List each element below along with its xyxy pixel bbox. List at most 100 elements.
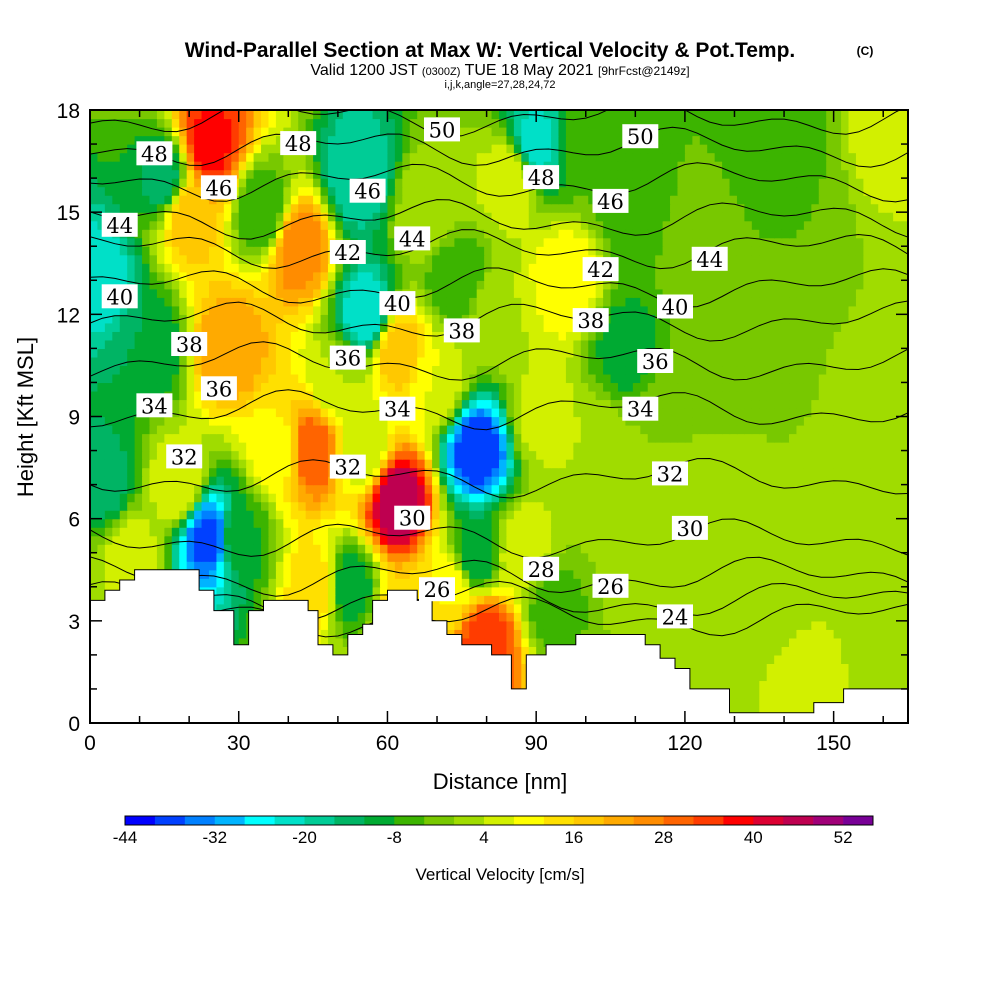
velocity-cell: [506, 629, 515, 639]
velocity-cell: [818, 518, 827, 528]
velocity-cell: [863, 518, 872, 528]
velocity-cell: [454, 433, 463, 443]
velocity-cell: [692, 467, 701, 477]
velocity-cell: [893, 671, 902, 682]
velocity-cell: [112, 407, 121, 418]
velocity-cell: [870, 510, 879, 520]
velocity-cell: [870, 459, 879, 469]
velocity-cell: [402, 348, 411, 358]
velocity-cell: [104, 339, 113, 349]
velocity-cell: [811, 569, 820, 579]
velocity-cell: [261, 535, 270, 545]
velocity-cell: [811, 612, 820, 622]
velocity-cell: [283, 467, 292, 477]
velocity-cell: [469, 476, 478, 486]
velocity-cell: [878, 416, 887, 426]
velocity-cell: [900, 629, 908, 639]
velocity-cell: [841, 552, 850, 562]
velocity-cell: [736, 518, 745, 528]
velocity-cell: [774, 484, 783, 494]
velocity-cell: [781, 467, 790, 477]
velocity-cell: [900, 339, 908, 349]
velocity-cell: [863, 433, 872, 443]
velocity-cell: [647, 373, 656, 384]
velocity-cell: [350, 476, 359, 486]
velocity-cell: [595, 339, 604, 349]
velocity-cell: [848, 433, 857, 443]
velocity-cell: [298, 390, 307, 401]
velocity-cell: [833, 603, 842, 613]
velocity-cell: [320, 561, 329, 571]
velocity-cell: [253, 595, 262, 605]
velocity-cell: [714, 535, 723, 545]
velocity-cell: [885, 518, 894, 528]
velocity-cell: [789, 442, 798, 452]
velocity-cell: [573, 569, 582, 579]
velocity-cell: [699, 416, 708, 426]
velocity-cell: [722, 578, 731, 588]
velocity-cell: [617, 407, 627, 418]
velocity-cell: [380, 586, 389, 596]
velocity-cell: [446, 442, 455, 452]
velocity-cell: [863, 552, 872, 562]
velocity-cell: [610, 339, 619, 349]
velocity-cell: [699, 544, 708, 554]
velocity-cell: [536, 484, 545, 494]
velocity-cell: [841, 595, 850, 605]
velocity-cell: [246, 578, 255, 588]
velocity-cell: [543, 467, 552, 477]
velocity-cell: [275, 535, 284, 545]
velocity-cell: [208, 459, 218, 469]
velocity-cell: [848, 476, 857, 486]
velocity-cell: [156, 493, 165, 503]
velocity-cell: [298, 484, 307, 494]
velocity-cell: [357, 476, 366, 486]
velocity-cell: [863, 578, 872, 588]
velocity-cell: [878, 373, 887, 384]
velocity-cell: [759, 671, 768, 682]
velocity-cell: [417, 339, 426, 349]
velocity-cell: [335, 399, 344, 409]
velocity-cell: [766, 535, 775, 545]
velocity-cell: [171, 501, 180, 511]
velocity-cell: [774, 697, 783, 707]
velocity-cell: [640, 552, 649, 562]
velocity-cell: [573, 407, 582, 418]
velocity-cell: [261, 544, 270, 554]
velocity-cell: [736, 348, 745, 358]
velocity-cell: [432, 612, 441, 622]
velocity-cell: [238, 569, 247, 579]
velocity-cell: [372, 365, 381, 375]
velocity-cell: [409, 365, 418, 375]
velocity-cell: [870, 663, 879, 673]
velocity-cell: [290, 518, 299, 528]
velocity-cell: [565, 612, 574, 622]
velocity-cell: [484, 569, 493, 579]
velocity-cell: [201, 433, 210, 443]
velocity-cell: [342, 586, 351, 596]
velocity-cell: [707, 390, 716, 401]
velocity-cell: [729, 365, 738, 375]
velocity-cell: [677, 493, 686, 503]
velocity-cell: [692, 637, 701, 647]
velocity-cell: [327, 493, 336, 503]
velocity-cell: [744, 586, 753, 596]
velocity-cell: [595, 365, 604, 375]
velocity-cell: [134, 561, 143, 571]
velocity-cell: [818, 407, 827, 418]
velocity-cell: [789, 382, 798, 392]
velocity-cell: [513, 629, 522, 639]
velocity-cell: [714, 637, 723, 647]
velocity-cell: [231, 620, 240, 630]
velocity-cell: [536, 476, 545, 486]
velocity-cell: [692, 663, 701, 673]
velocity-cell: [684, 425, 693, 435]
velocity-cell: [789, 561, 798, 571]
velocity-cell: [104, 407, 113, 418]
velocity-cell: [253, 552, 262, 562]
velocity-cell: [841, 518, 850, 528]
velocity-cell: [171, 390, 180, 401]
velocity-cell: [617, 552, 627, 562]
velocity-cell: [603, 365, 612, 375]
velocity-cell: [156, 373, 165, 384]
